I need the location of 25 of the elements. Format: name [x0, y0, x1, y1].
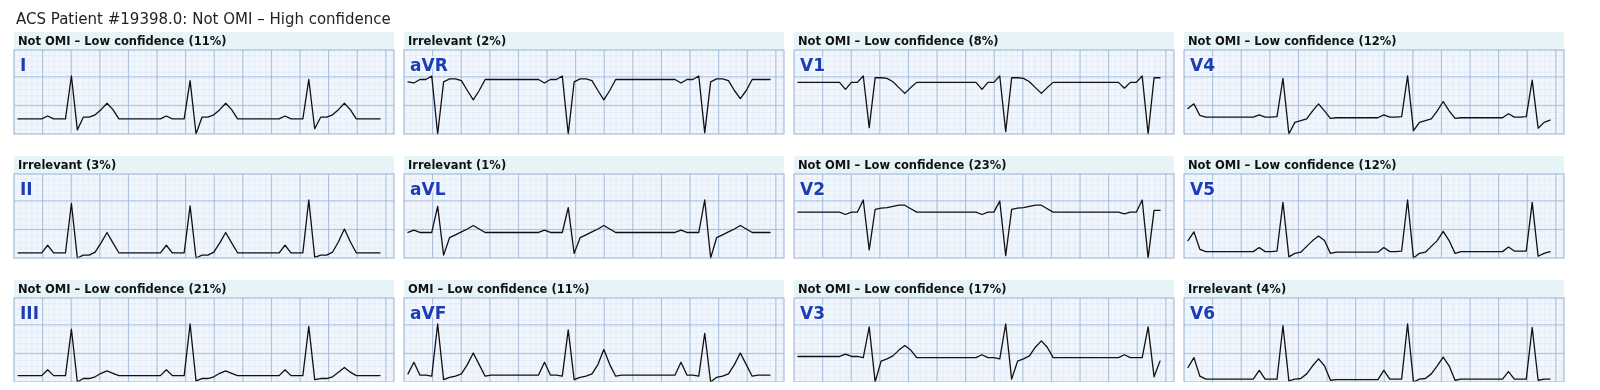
- text: I: [20, 55, 27, 75]
- chart-title: Not OMI – Low confidence (11%): [18, 34, 227, 48]
- text: V6: [1190, 303, 1215, 323]
- series-label: V4: [1190, 55, 1216, 75]
- series-label: III: [20, 303, 39, 323]
- chart-title: Not OMI – Low confidence (21%): [18, 282, 227, 296]
- chart-title: Not OMI – Low confidence (8%): [798, 34, 999, 48]
- chart-title: Irrelevant (4%): [1188, 282, 1287, 296]
- series-label: V2: [800, 179, 825, 199]
- chart-title: Not OMI – Low confidence (17%): [798, 282, 1007, 296]
- series-label: aVR: [410, 55, 448, 75]
- chart-title: OMI – Low confidence (11%): [408, 282, 590, 296]
- chart-title: Not OMI – Low confidence (23%): [798, 158, 1007, 172]
- chart-title: Irrelevant (1%): [408, 158, 507, 172]
- series-label: aVF: [410, 303, 447, 323]
- text: II: [20, 179, 33, 199]
- text: ACS Patient #19398.0: Not OMI – High confidence: [16, 10, 391, 28]
- chart-title: Not OMI – Low confidence (12%): [1188, 34, 1397, 48]
- series-label: V3: [800, 303, 825, 323]
- chart-title: Irrelevant (3%): [18, 158, 117, 172]
- chart-title: Not OMI – Low confidence (12%): [1188, 158, 1397, 172]
- series-label: V1: [800, 55, 825, 75]
- series-label: aVL: [410, 179, 446, 199]
- chart-title: Irrelevant (2%): [408, 34, 507, 48]
- series-label: V5: [1190, 179, 1215, 199]
